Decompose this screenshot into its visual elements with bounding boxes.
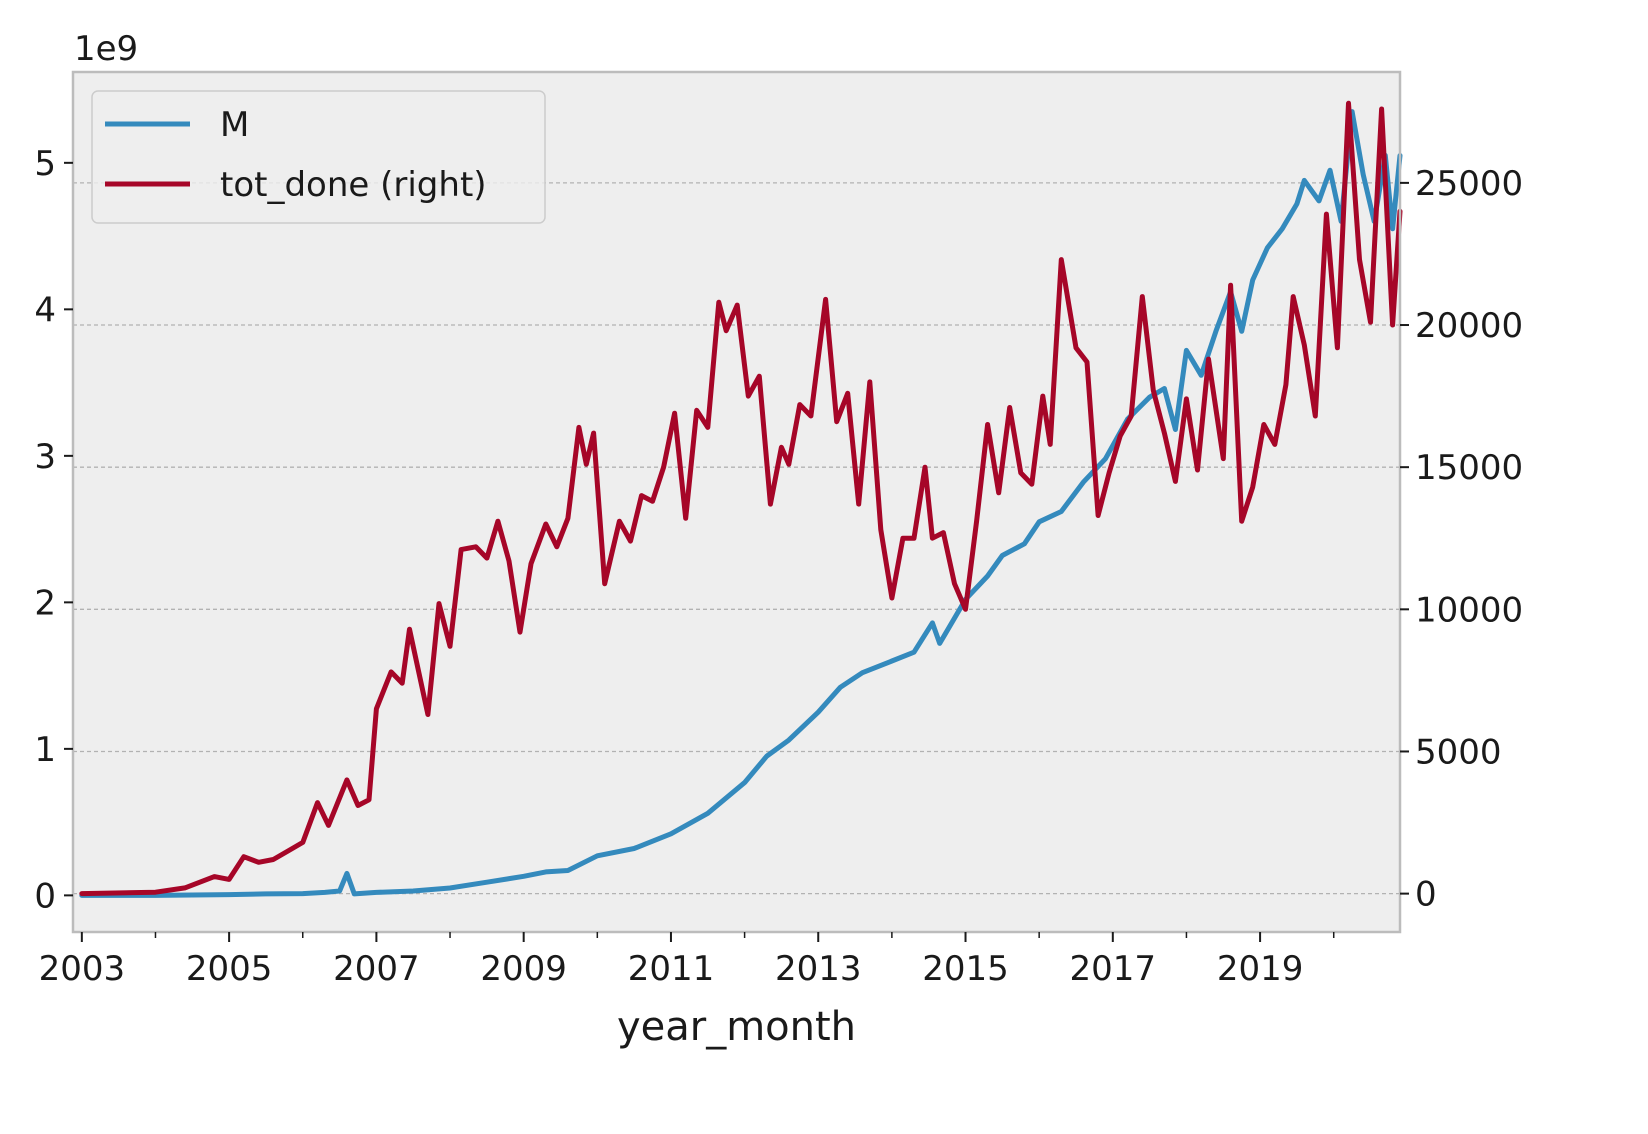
series-layer: [79, 100, 1403, 898]
legend-label-tot-done: tot_done (right): [220, 165, 487, 205]
series-line-tot-done: [79, 100, 1403, 897]
x-tick-label: 2009: [480, 949, 567, 989]
legend: M tot_done (right): [91, 90, 546, 224]
x-tick-label: 2013: [775, 949, 862, 989]
legend-box: [91, 90, 546, 224]
right-tick-label: 0: [1415, 875, 1437, 915]
left-tick-label: 1: [34, 730, 56, 770]
left-tick-label: 2: [34, 583, 56, 623]
right-tick-label: 25000: [1415, 164, 1523, 204]
x-tick-label: 2015: [922, 949, 1009, 989]
left-tick-label: 4: [34, 290, 56, 330]
x-tick-label: 2019: [1217, 949, 1304, 989]
legend-label-m: M: [220, 105, 249, 145]
x-tick-label: 2007: [333, 949, 420, 989]
x-tick-label: 2011: [628, 949, 715, 989]
left-tick-label: 5: [34, 144, 56, 184]
right-tick-label: 10000: [1415, 590, 1523, 630]
right-axis: 0 5000 10000 15000 20000 25000: [1400, 164, 1523, 915]
plot-frame: [71, 70, 1402, 934]
x-axis: 2003 2005 2007 2009 2011 2013 2015 2017 2019: [39, 932, 1335, 989]
x-tick-label: 2017: [1070, 949, 1157, 989]
x-axis-label: year_month: [617, 1004, 856, 1050]
x-tick-label: 2005: [186, 949, 273, 989]
right-tick-label: 5000: [1415, 732, 1502, 772]
left-axis-multiplier: 1e9: [74, 29, 138, 69]
right-tick-label: 15000: [1415, 448, 1523, 488]
x-tick-label: 2003: [39, 949, 126, 989]
left-tick-label: 0: [34, 876, 56, 916]
left-tick-label: 3: [34, 437, 56, 477]
right-tick-label: 20000: [1415, 306, 1523, 346]
left-axis: 0 1 2 3 4 5: [34, 144, 73, 916]
